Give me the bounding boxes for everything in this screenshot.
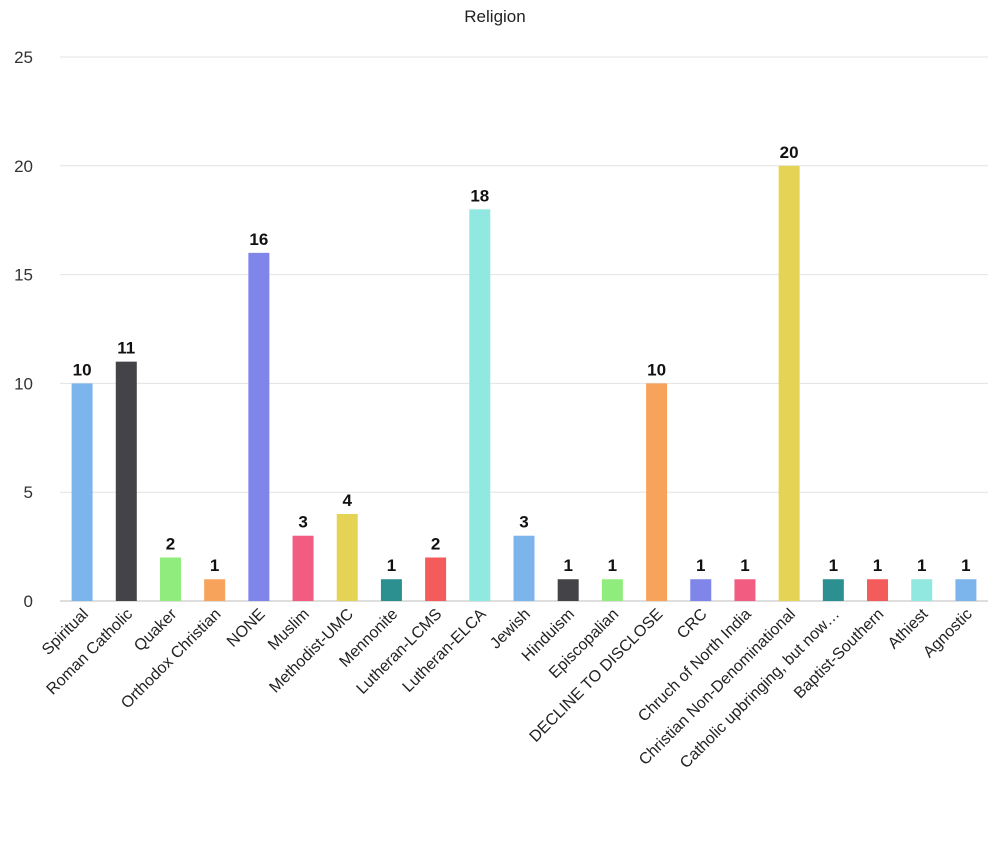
data-label: 11 (117, 339, 135, 358)
data-label: 2 (166, 534, 175, 553)
bar (867, 579, 889, 601)
bar (71, 383, 93, 601)
bar (380, 579, 402, 601)
bar (690, 579, 712, 601)
bar (292, 535, 314, 601)
y-axis: 0 5 10 15 20 25 (14, 48, 33, 611)
data-label: 10 (73, 360, 92, 379)
x-tick-label: CRC (674, 606, 711, 643)
data-label: 1 (873, 556, 882, 575)
data-label: 1 (917, 556, 926, 575)
bar (204, 579, 226, 601)
y-tick-label: 0 (24, 592, 33, 611)
data-label: 1 (210, 556, 219, 575)
data-label: 1 (696, 556, 705, 575)
y-tick-label: 5 (24, 483, 33, 502)
bar (115, 361, 137, 601)
y-tick-label: 15 (14, 266, 33, 285)
data-label: 1 (740, 556, 749, 575)
y-tick-label: 10 (14, 374, 33, 393)
bar (778, 165, 800, 602)
bar (601, 579, 623, 601)
data-label: 2 (431, 534, 440, 553)
bar (911, 579, 933, 601)
data-label: 1 (563, 556, 572, 575)
data-label: 20 (780, 143, 799, 162)
bar (248, 252, 270, 601)
y-tick-label: 20 (14, 157, 33, 176)
x-tick-label: Catholic upbringing, but now… (677, 606, 843, 772)
data-label: 1 (608, 556, 617, 575)
chart-title: Religion (464, 7, 525, 26)
data-label: 1 (829, 556, 838, 575)
bar (336, 513, 358, 601)
bar (557, 579, 579, 601)
bar (513, 535, 535, 601)
bar (734, 579, 756, 601)
bar (159, 557, 181, 601)
data-label: 1 (961, 556, 970, 575)
data-label: 3 (519, 513, 528, 532)
bar (646, 383, 668, 601)
data-label: 3 (298, 513, 307, 532)
data-label: 16 (249, 230, 268, 249)
y-tick-label: 25 (14, 48, 33, 67)
x-tick-label: Lutheran-ELCA (400, 606, 490, 696)
bar (955, 579, 977, 601)
bars (71, 165, 977, 602)
x-tick-label: NONE (224, 606, 269, 651)
bar (822, 579, 844, 601)
data-label: 1 (387, 556, 396, 575)
x-tick-label: Agnostic (920, 606, 975, 661)
data-label: 4 (343, 491, 353, 510)
bar (425, 557, 447, 601)
data-label: 10 (647, 360, 666, 379)
data-label: 18 (470, 186, 489, 205)
bar (469, 209, 491, 601)
